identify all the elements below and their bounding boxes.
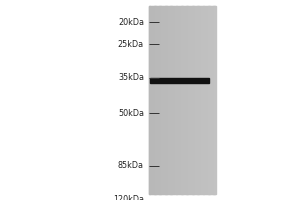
Bar (157, 6, 158, 194)
Bar (191, 6, 192, 194)
Bar (188, 6, 189, 194)
Bar (179, 6, 180, 194)
Bar (161, 6, 162, 194)
Bar (167, 6, 168, 194)
Bar (153, 6, 154, 194)
Bar (211, 6, 212, 194)
Bar (159, 6, 160, 194)
Text: 25kDa: 25kDa (118, 40, 144, 49)
Bar (201, 6, 202, 194)
Bar (215, 6, 216, 194)
Bar (194, 6, 195, 194)
Bar (186, 6, 187, 194)
Bar (169, 6, 170, 194)
Text: 50kDa: 50kDa (118, 109, 144, 118)
Bar (162, 6, 163, 194)
Bar (154, 6, 155, 194)
Bar (214, 6, 215, 194)
Bar (158, 6, 159, 194)
Bar (164, 6, 166, 194)
Bar (171, 6, 172, 194)
Bar (192, 6, 194, 194)
Bar (200, 6, 201, 194)
Bar (187, 6, 188, 194)
Bar (165, 6, 166, 194)
Bar (204, 6, 205, 194)
Bar (184, 6, 185, 194)
Bar (213, 6, 214, 194)
Bar (190, 6, 191, 194)
Bar (180, 6, 181, 194)
Bar (163, 6, 164, 194)
Bar (164, 6, 165, 194)
Bar (156, 6, 157, 194)
Bar (205, 6, 206, 194)
Bar (199, 6, 200, 194)
Bar (195, 6, 196, 194)
Bar (176, 6, 177, 194)
Bar (160, 6, 161, 194)
Bar (150, 6, 151, 194)
Bar (196, 6, 197, 194)
Bar (151, 6, 152, 194)
Bar (198, 6, 200, 194)
Bar (209, 6, 210, 194)
Bar (212, 6, 213, 194)
Bar (166, 6, 167, 194)
Bar (155, 6, 156, 194)
Text: 20kDa: 20kDa (118, 18, 144, 27)
Bar (174, 6, 175, 194)
Bar (176, 6, 178, 194)
Bar (175, 6, 176, 194)
Bar (196, 6, 198, 194)
Bar (169, 6, 171, 194)
Bar (210, 6, 211, 194)
Bar (185, 6, 186, 194)
Bar (183, 6, 184, 194)
Bar (173, 6, 174, 194)
Bar (208, 6, 209, 194)
Bar (206, 6, 207, 194)
Bar (172, 6, 173, 194)
Bar (202, 6, 203, 194)
Text: 35kDa: 35kDa (118, 73, 144, 82)
Bar (150, 78, 208, 83)
Bar (193, 6, 194, 194)
Bar (189, 6, 190, 194)
Bar (178, 6, 179, 194)
Bar (187, 6, 188, 194)
Bar (203, 6, 205, 194)
Bar (197, 6, 199, 194)
Bar (154, 6, 156, 194)
Bar (148, 6, 150, 194)
Bar (170, 6, 172, 194)
Bar (208, 6, 209, 194)
Bar (191, 6, 193, 194)
Bar (160, 6, 161, 194)
Bar (207, 6, 208, 194)
Text: 85kDa: 85kDa (118, 161, 144, 170)
Bar (168, 6, 169, 194)
Bar (177, 6, 178, 194)
Bar (202, 6, 204, 194)
Bar (181, 6, 182, 194)
Bar (149, 6, 151, 194)
Text: 120kDa: 120kDa (113, 195, 144, 200)
Bar (152, 6, 153, 194)
Bar (182, 6, 183, 194)
